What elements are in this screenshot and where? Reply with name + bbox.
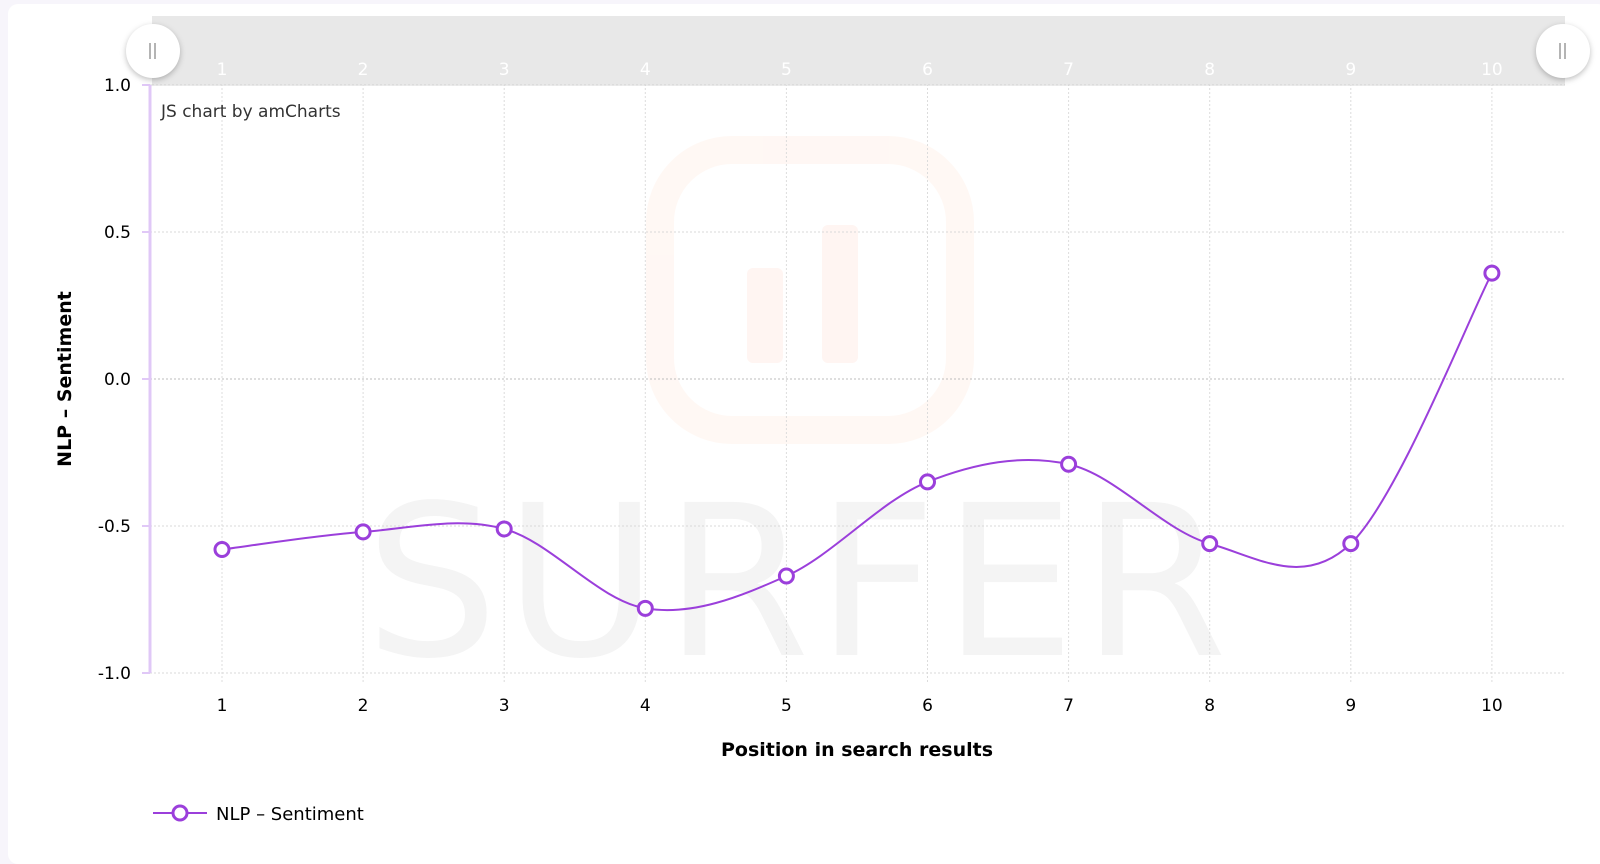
scrollbar-tick-label: 3 bbox=[499, 60, 510, 80]
grid-lines bbox=[150, 16, 1565, 683]
data-point[interactable] bbox=[1342, 535, 1360, 553]
grip-icon bbox=[1559, 43, 1566, 59]
y-tick-label: 0.0 bbox=[104, 370, 131, 390]
scrollbar-labels: 1 2 3 4 5 6 7 8 9 10 bbox=[217, 60, 1503, 80]
data-point[interactable] bbox=[919, 473, 936, 491]
data-point[interactable] bbox=[1201, 535, 1219, 553]
horizontal-scrollbar[interactable]: 1 2 3 4 5 6 7 8 9 10 bbox=[152, 16, 1565, 86]
scrollbar-tick-label: 9 bbox=[1345, 60, 1356, 80]
x-tick-label: 6 bbox=[922, 696, 933, 716]
x-tick-label: 4 bbox=[640, 696, 651, 716]
x-tick-label: 3 bbox=[499, 696, 510, 716]
y-axis-ticks: 1.0 0.5 0.0 -0.5 -1.0 bbox=[98, 76, 150, 684]
legend-item[interactable]: NLP – Sentiment bbox=[153, 804, 364, 825]
x-tick-label: 7 bbox=[1063, 696, 1074, 716]
data-point[interactable] bbox=[213, 541, 231, 559]
scrollbar-tick-label: 5 bbox=[781, 60, 792, 80]
series-bullets bbox=[213, 264, 1501, 617]
x-axis-title: Position in search results bbox=[721, 739, 993, 761]
y-tick-label: -1.0 bbox=[98, 664, 131, 684]
x-tick-label: 1 bbox=[217, 696, 228, 716]
legend-marker-icon bbox=[153, 804, 207, 822]
data-point[interactable] bbox=[354, 523, 372, 541]
data-point[interactable] bbox=[777, 567, 795, 585]
surfer-logo-watermark-icon bbox=[646, 136, 974, 444]
y-tick-label: 1.0 bbox=[104, 76, 131, 96]
scrollbar-tick-label: 4 bbox=[640, 60, 651, 80]
scrollbar-tick-label: 1 bbox=[217, 60, 228, 80]
data-point[interactable] bbox=[495, 520, 513, 538]
y-tick-label: 0.5 bbox=[104, 223, 131, 243]
y-axis-title: NLP – Sentiment bbox=[54, 291, 76, 467]
x-tick-label: 5 bbox=[781, 696, 792, 716]
scrollbar-tick-label: 8 bbox=[1204, 60, 1215, 80]
x-tick-label: 2 bbox=[358, 696, 369, 716]
scrollbar-tick-label: 7 bbox=[1063, 60, 1074, 80]
y-tick-label: -0.5 bbox=[98, 517, 131, 537]
x-tick-label: 8 bbox=[1204, 696, 1215, 716]
data-point[interactable] bbox=[1483, 264, 1501, 282]
scrollbar-tick-label: 6 bbox=[922, 60, 933, 80]
scrollbar-track[interactable] bbox=[152, 16, 1565, 85]
amcharts-credit[interactable]: JS chart by amCharts bbox=[160, 102, 341, 122]
scrollbar-left-grip[interactable] bbox=[126, 24, 180, 78]
scrollbar-right-grip[interactable] bbox=[1536, 24, 1590, 78]
legend-label: NLP – Sentiment bbox=[216, 804, 364, 825]
surfer-watermark: SURFER bbox=[365, 460, 1233, 705]
data-point[interactable] bbox=[1060, 455, 1078, 473]
x-tick-label: 10 bbox=[1481, 696, 1503, 716]
line-chart: SURFER 1.0 0.5 0.0 -0.5 -1.0 1 2 3 4 5 6 7 8 9 10 1 2 3… bbox=[54, 16, 1590, 825]
scrollbar-tick-label: 10 bbox=[1481, 60, 1503, 80]
x-tick-label: 9 bbox=[1345, 696, 1356, 716]
series-line bbox=[221, 272, 1493, 612]
grip-icon bbox=[149, 43, 156, 59]
scrollbar-tick-label: 2 bbox=[358, 60, 369, 80]
x-axis-ticks: 1 2 3 4 5 6 7 8 9 10 bbox=[217, 696, 1503, 716]
data-point[interactable] bbox=[636, 599, 654, 617]
